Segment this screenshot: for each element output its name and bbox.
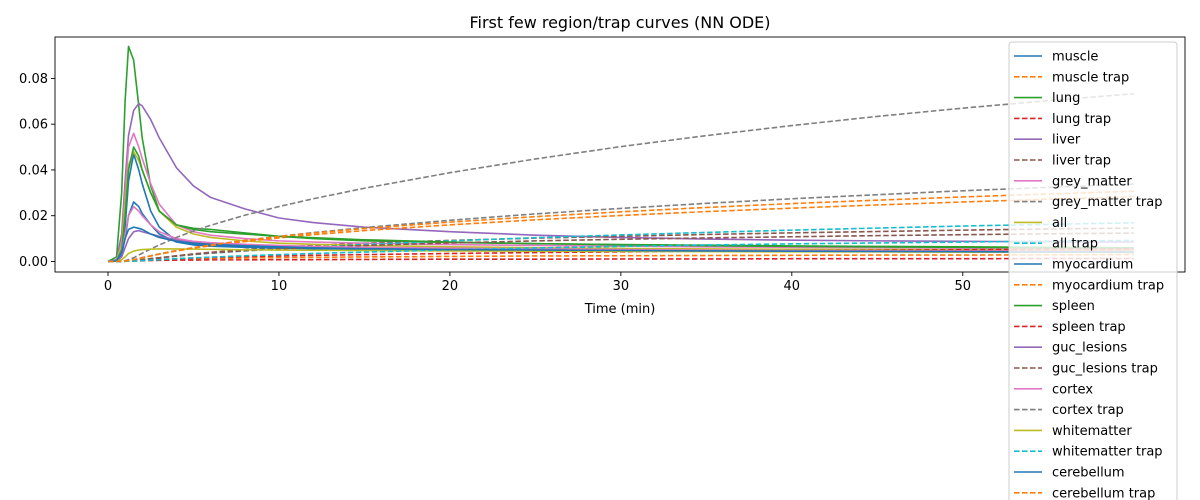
x-tick-label: 30	[613, 279, 630, 294]
chart-title: First few region/trap curves (NN ODE)	[469, 13, 770, 32]
legend-entry: grey_matter	[1052, 174, 1132, 189]
legend-entry: spleen trap	[1052, 320, 1126, 335]
legend-entry: cortex	[1052, 382, 1093, 397]
x-tick-label: 0	[104, 279, 112, 294]
series-line-liver	[107, 102, 1134, 263]
legend-entry: all trap	[1052, 237, 1098, 252]
legend-entry: whitematter trap	[1052, 445, 1163, 460]
legend-entry: guc_lesions trap	[1052, 362, 1158, 377]
plot-frame	[54, 36, 1186, 273]
y-tick-label: 0.08	[19, 72, 48, 87]
series-line-spleen	[107, 146, 1134, 263]
legend-entry: muscle	[1052, 50, 1098, 65]
x-axis-label: Time (min)	[584, 302, 656, 317]
series-line-cerebellum	[107, 226, 1134, 263]
legend-entry: liver trap	[1052, 154, 1111, 169]
y-tick-label: 0.06	[19, 118, 48, 133]
series-line-cerebellum-trap	[108, 190, 1134, 263]
legend-entry: cerebellum	[1052, 466, 1125, 481]
legend-entry: grey_matter trap	[1052, 195, 1162, 210]
legend-entry: whitematter	[1052, 424, 1132, 439]
legend-entry: myocardium trap	[1052, 278, 1164, 293]
legend-entry: cortex trap	[1052, 403, 1124, 418]
legend-box	[1008, 41, 1178, 500]
legend-entry: muscle trap	[1052, 70, 1129, 85]
legend-entry: guc_lesions	[1052, 341, 1127, 356]
legend: muscle muscle trap lung lung trap liver liver…	[1008, 41, 1178, 500]
legend-entry: all	[1052, 216, 1067, 231]
x-tick-label: 20	[442, 279, 459, 294]
series-line-grey-matter	[107, 132, 1134, 263]
y-tick-label: 0.04	[19, 163, 48, 178]
legend-entry: lung	[1052, 91, 1080, 106]
y-tick-label: 0.02	[19, 209, 48, 224]
y-tick-label: 0.00	[19, 255, 48, 270]
x-tick-label: 10	[271, 279, 288, 294]
x-tick-label: 40	[784, 279, 801, 294]
legend-entry: liver	[1052, 133, 1081, 148]
plot-lines	[107, 45, 1134, 263]
legend-entry: myocardium	[1052, 258, 1133, 273]
legend-entry: cerebellum trap	[1052, 486, 1155, 500]
legend-entry: lung trap	[1052, 112, 1111, 127]
x-tick-label: 50	[954, 279, 971, 294]
legend-entry: spleen	[1052, 299, 1095, 314]
series-line-lung-trap	[108, 257, 1134, 263]
